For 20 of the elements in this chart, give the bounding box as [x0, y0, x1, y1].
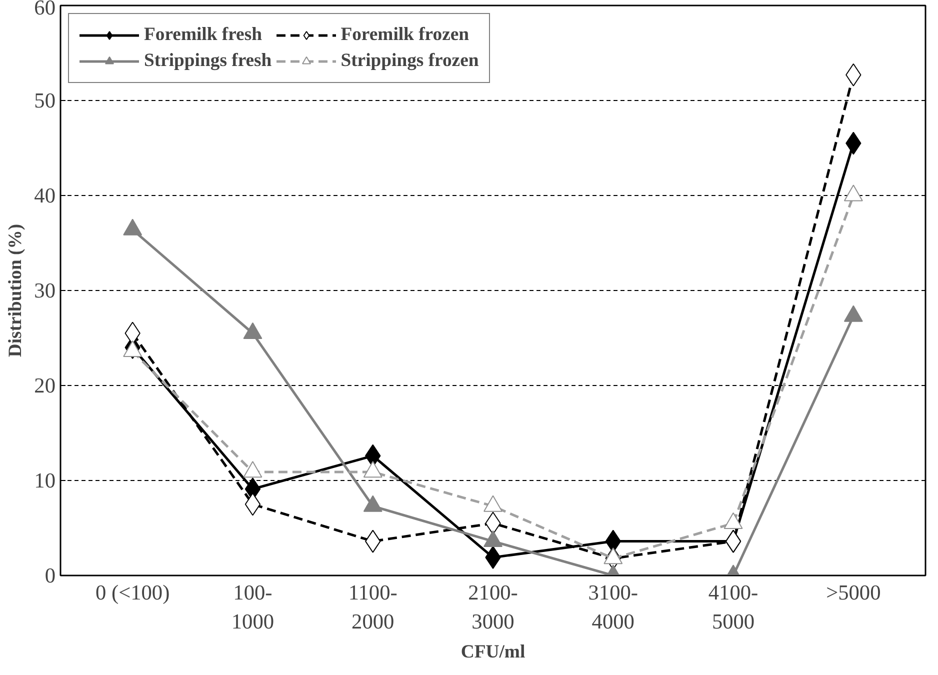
x-axis-title: CFU/ml	[460, 641, 526, 662]
x-tick-label: 3100- 4000	[588, 580, 638, 634]
x-tick-label: 2100- 3000	[468, 580, 518, 634]
x-tick-label: 1100- 2000	[348, 580, 398, 634]
y-tick-label: 50	[34, 88, 56, 112]
legend-label: Foremilk fresh	[144, 24, 262, 46]
x-tick-label: >5000	[826, 580, 881, 604]
y-tick-label: 10	[34, 468, 56, 492]
y-tick-label: 60	[34, 0, 56, 20]
y-tick-label: 0	[44, 564, 56, 588]
x-tick-label: 4100- 5000	[708, 580, 758, 634]
y-tick-label: 20	[34, 374, 56, 398]
y-tick-label: 30	[34, 278, 56, 302]
y-axis-title: Distribution (%)	[5, 224, 26, 358]
x-tick-label: 100- 1000	[231, 580, 274, 634]
legend-label: Strippings frozen	[340, 50, 479, 72]
legend-label: Strippings fresh	[144, 50, 272, 72]
legend-label: Foremilk frozen	[340, 24, 470, 46]
y-tick-label: 40	[34, 184, 56, 208]
x-tick-label: 0 (<100)	[95, 580, 170, 604]
